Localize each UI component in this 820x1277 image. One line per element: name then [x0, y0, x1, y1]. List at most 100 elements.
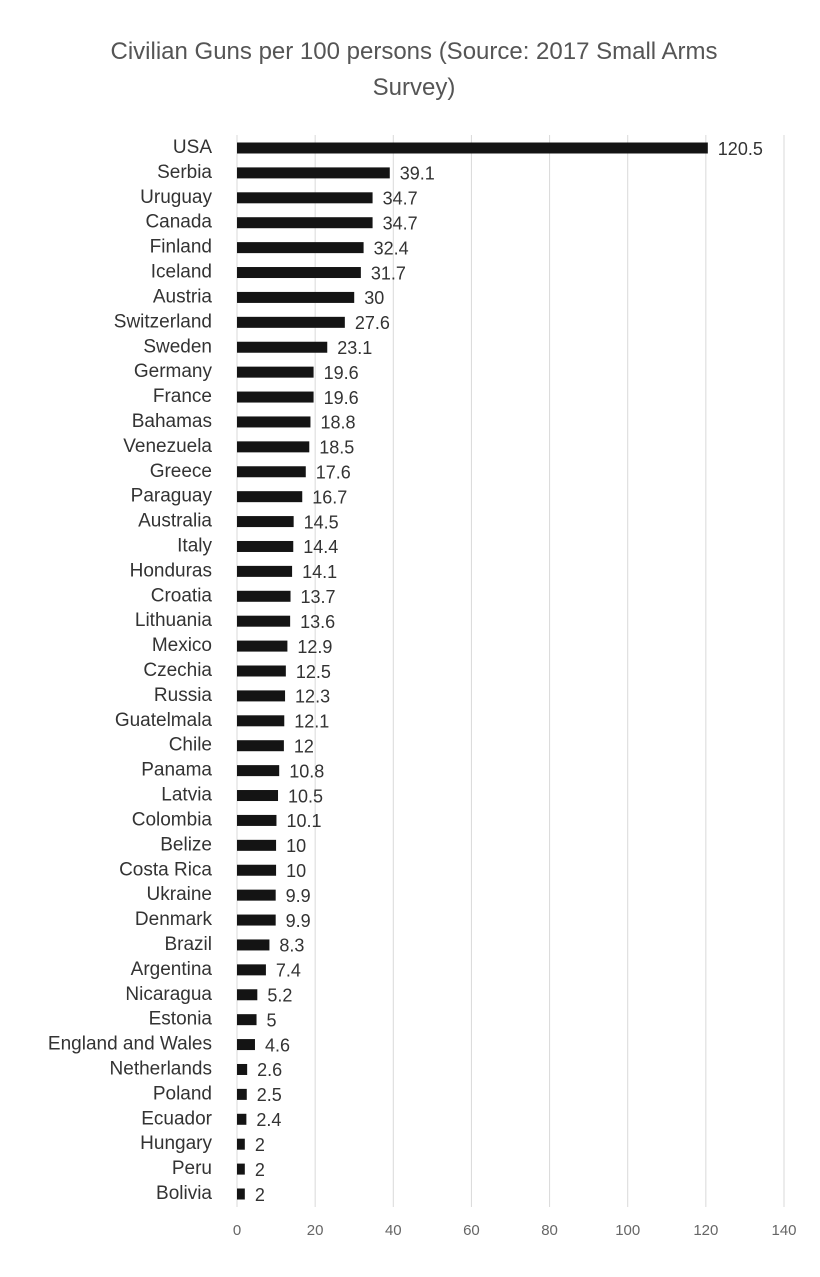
y-tick-label: Italy [177, 535, 212, 556]
x-tick-label: 20 [307, 1222, 324, 1239]
value-label: 5.2 [267, 986, 292, 1006]
bar [237, 1039, 255, 1051]
bar [237, 192, 373, 204]
x-tick-label: 100 [615, 1222, 640, 1239]
value-label: 19.6 [324, 363, 359, 383]
bar [237, 665, 286, 677]
value-label: 18.8 [320, 413, 355, 433]
bar [237, 516, 294, 528]
value-label: 13.7 [301, 587, 336, 607]
value-label: 34.7 [383, 213, 418, 233]
value-label: 18.5 [319, 438, 354, 458]
x-tick-label: 60 [463, 1222, 480, 1239]
bar [237, 267, 361, 279]
bar [237, 142, 708, 154]
x-tick-label: 0 [233, 1222, 241, 1239]
value-label: 19.6 [324, 388, 359, 408]
bar [237, 765, 280, 777]
y-tick-label: Colombia [132, 809, 213, 830]
x-tick-label: 80 [541, 1222, 558, 1239]
value-label: 31.7 [371, 263, 406, 283]
bar [237, 491, 303, 503]
value-label: 30 [364, 288, 384, 308]
y-tick-label: Sweden [143, 336, 212, 357]
y-tick-label: Costa Rica [119, 859, 212, 880]
y-tick-label: Switzerland [114, 311, 212, 332]
value-label: 12.9 [297, 637, 332, 657]
value-label: 32.4 [374, 238, 409, 258]
bar [237, 1113, 247, 1125]
bar [237, 1088, 247, 1100]
bar [237, 1014, 257, 1026]
bar [237, 640, 288, 652]
y-tick-label: Greece [150, 461, 212, 482]
y-tick-label: Nicaragua [125, 984, 212, 1005]
bar [237, 615, 291, 627]
y-tick-label: USA [173, 137, 212, 158]
y-tick-label: Lithuania [135, 610, 213, 631]
y-tick-label: Chile [169, 735, 212, 756]
value-label: 10 [286, 861, 306, 881]
bar [237, 1063, 248, 1075]
value-label: 17.6 [316, 463, 351, 483]
y-tick-label: Brazil [164, 934, 212, 955]
y-tick-label: Paraguay [131, 486, 213, 507]
y-tick-label: Mexico [152, 635, 212, 656]
value-label: 34.7 [383, 189, 418, 209]
value-label: 14.5 [304, 512, 339, 532]
y-tick-label: France [153, 386, 212, 407]
bar [237, 366, 314, 378]
value-label: 8.3 [279, 936, 304, 956]
bar [237, 291, 355, 303]
y-tick-label: England and Wales [48, 1034, 212, 1055]
bar [237, 1138, 245, 1150]
value-label: 23.1 [337, 338, 372, 358]
bar [237, 864, 277, 876]
value-label: 14.4 [303, 537, 338, 557]
bar [237, 690, 286, 702]
y-tick-label: Germany [134, 361, 213, 382]
value-label: 2.6 [257, 1060, 282, 1080]
bar [237, 790, 279, 802]
y-tick-label: Bolivia [156, 1183, 212, 1204]
bar [237, 939, 270, 951]
y-tick-label: Finland [150, 237, 212, 258]
value-label: 10.8 [289, 761, 324, 781]
bar [237, 416, 311, 428]
y-tick-label: Russia [154, 685, 213, 706]
x-tick-label: 40 [385, 1222, 402, 1239]
y-tick-label: Venezuela [123, 436, 212, 457]
y-tick-label: Argentina [131, 959, 213, 980]
value-label: 4.6 [265, 1035, 290, 1055]
value-label: 10.5 [288, 786, 323, 806]
value-label: 27.6 [355, 313, 390, 333]
value-label: 2.4 [256, 1110, 281, 1130]
value-label: 12.5 [296, 662, 331, 682]
y-tick-label: Austria [153, 286, 213, 307]
value-label: 10.1 [286, 811, 321, 831]
bar [237, 391, 314, 403]
bar [237, 167, 390, 179]
bar [237, 814, 277, 826]
value-label: 5 [267, 1010, 277, 1030]
bar [237, 217, 373, 229]
x-tick-label: 120 [693, 1222, 718, 1239]
y-tick-label: Ukraine [147, 884, 212, 905]
y-tick-label: Australia [138, 511, 212, 532]
bar [237, 1163, 245, 1175]
value-label: 10 [286, 836, 306, 856]
y-tick-label: Canada [145, 212, 212, 233]
y-tick-label: Peru [172, 1158, 212, 1179]
chart-title: Civilian Guns per 100 persons (Source: 2… [110, 38, 718, 101]
y-tick-label: Estonia [149, 1009, 213, 1030]
y-tick-label: Hungary [140, 1133, 212, 1154]
value-label: 12.1 [294, 712, 329, 732]
bar [237, 715, 285, 727]
y-tick-label: Poland [153, 1083, 212, 1104]
y-tick-label: Guatelmala [115, 710, 213, 731]
value-label: 12 [294, 736, 314, 756]
y-tick-label: Bahamas [132, 411, 212, 432]
y-tick-label: Belize [160, 834, 212, 855]
value-label: 2 [255, 1160, 265, 1180]
